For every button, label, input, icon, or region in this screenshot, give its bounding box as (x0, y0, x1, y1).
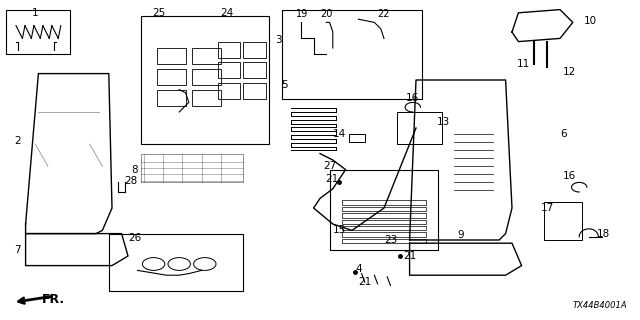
Text: 18: 18 (597, 229, 610, 239)
Bar (282, 10, 422, 99)
Bar (192, 48, 221, 64)
Text: 8: 8 (131, 164, 138, 175)
Bar (243, 42, 266, 58)
Bar (342, 232, 426, 237)
Text: 19: 19 (296, 9, 308, 20)
Text: 6: 6 (560, 129, 566, 140)
Text: 15: 15 (333, 225, 346, 236)
Text: 21: 21 (326, 174, 339, 184)
Bar (141, 16, 269, 144)
Text: 16: 16 (406, 92, 419, 103)
Text: 9: 9 (458, 230, 464, 240)
Bar (157, 69, 186, 85)
Bar (6, 10, 70, 54)
Text: FR.: FR. (42, 293, 65, 306)
Text: 13: 13 (437, 116, 450, 127)
Text: 21: 21 (403, 251, 416, 261)
Text: 17: 17 (541, 203, 554, 213)
Bar (109, 234, 243, 291)
Text: 3: 3 (275, 35, 282, 45)
Text: 1: 1 (32, 8, 38, 18)
Bar (349, 134, 365, 142)
Text: 11: 11 (517, 59, 530, 69)
Bar (342, 200, 426, 205)
Text: TX44B4001A: TX44B4001A (573, 301, 627, 310)
Bar (397, 112, 442, 144)
Bar (218, 83, 240, 99)
Text: 10: 10 (584, 16, 596, 26)
Text: 26: 26 (128, 233, 141, 244)
Bar (192, 69, 221, 85)
Bar (157, 90, 186, 106)
Bar (330, 170, 438, 250)
Text: 20: 20 (320, 9, 333, 20)
Bar (218, 42, 240, 58)
Text: 22: 22 (378, 9, 390, 20)
Bar (544, 202, 582, 240)
Text: 27: 27 (324, 161, 337, 172)
Bar (342, 207, 426, 211)
Bar (218, 62, 240, 78)
Text: 2: 2 (14, 136, 20, 146)
Text: 14: 14 (333, 129, 346, 140)
Bar (192, 90, 221, 106)
Bar (243, 62, 266, 78)
Text: 4: 4 (355, 264, 362, 274)
Text: 5: 5 (282, 80, 288, 90)
Text: 24: 24 (221, 8, 234, 18)
Text: 7: 7 (14, 244, 20, 255)
Bar (157, 48, 186, 64)
Bar (342, 239, 426, 243)
Bar (243, 83, 266, 99)
Text: 23: 23 (384, 235, 397, 245)
Text: 16: 16 (563, 171, 576, 181)
Text: 21: 21 (358, 276, 371, 287)
Bar (342, 213, 426, 218)
Bar (342, 220, 426, 224)
Text: 12: 12 (563, 67, 576, 77)
Text: 28: 28 (125, 176, 138, 186)
Text: 25: 25 (152, 8, 165, 18)
Bar (342, 226, 426, 230)
